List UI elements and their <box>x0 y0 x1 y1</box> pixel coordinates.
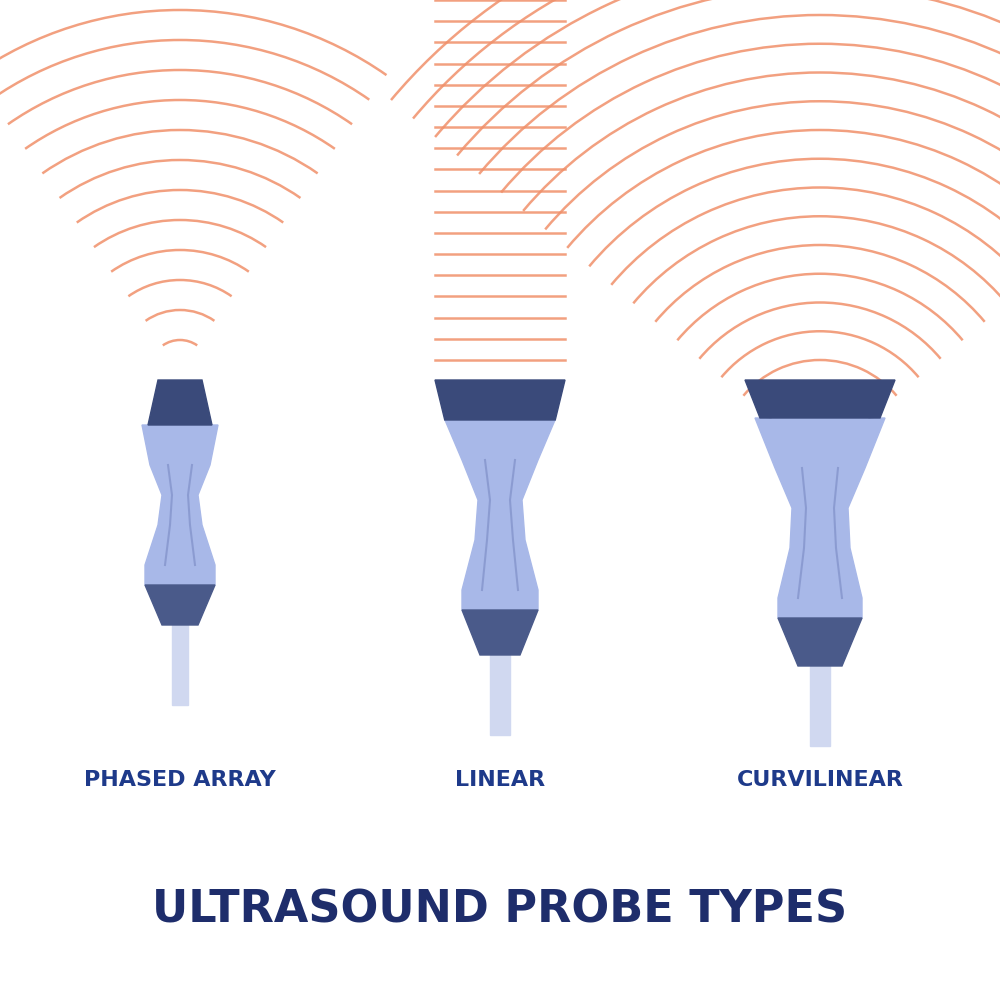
Polygon shape <box>445 420 555 610</box>
Polygon shape <box>462 610 538 655</box>
Polygon shape <box>145 585 215 625</box>
Polygon shape <box>142 425 218 585</box>
Text: LINEAR: LINEAR <box>455 770 545 790</box>
Polygon shape <box>148 380 212 425</box>
Text: CURVILINEAR: CURVILINEAR <box>737 770 903 790</box>
Polygon shape <box>435 380 565 420</box>
Polygon shape <box>778 618 862 666</box>
Bar <box>810 666 830 746</box>
Bar <box>172 625 188 705</box>
Bar <box>490 655 510 735</box>
Polygon shape <box>755 418 885 618</box>
Text: ULTRASOUND PROBE TYPES: ULTRASOUND PROBE TYPES <box>152 888 848 932</box>
Text: PHASED ARRAY: PHASED ARRAY <box>84 770 276 790</box>
Polygon shape <box>745 380 895 418</box>
